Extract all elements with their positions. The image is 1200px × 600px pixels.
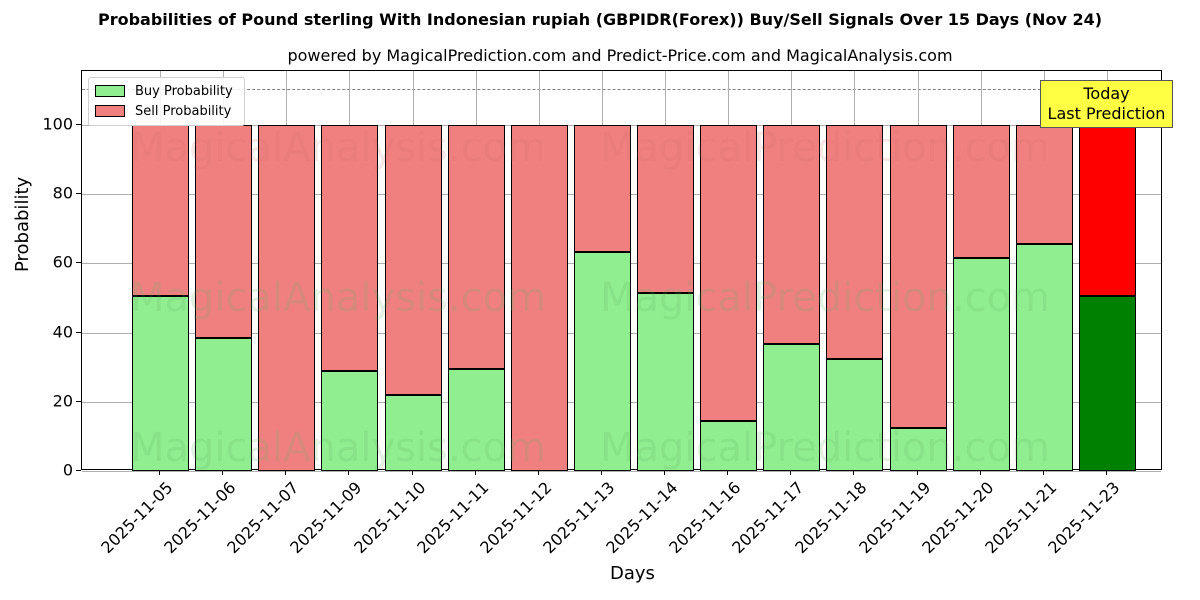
buy-segment [762,343,820,471]
buy-segment [825,359,883,471]
x-tick-mark [601,470,602,475]
sell-segment [1078,125,1136,297]
sell-segment [131,125,189,296]
legend-item-sell: Sell Probability [95,103,231,119]
buy-segment [1015,244,1073,471]
annotation-line-1: Today [1083,84,1130,103]
y-tick-label: 60 [52,252,73,272]
x-axis-label: Days [610,563,655,584]
reference-line [82,89,1161,90]
sell-segment [320,125,378,371]
y-tick-mark [76,193,81,195]
buy-segment [1078,296,1136,471]
buy-segment [194,338,252,471]
legend-item-buy: Buy Probability [95,83,233,99]
bar-2025-11-18 [825,71,883,471]
bar-2025-11-07 [257,71,315,471]
bar-2025-11-21 [1015,71,1073,471]
sell-segment [699,125,757,422]
buy-segment [889,428,947,471]
sell-segment [573,125,631,252]
sell-segment [825,125,883,360]
buy-segment [320,371,378,471]
y-tick-label: 40 [52,322,73,342]
x-tick-mark [159,470,160,475]
annotation-line-2: Last Prediction [1047,104,1166,123]
y-tick-mark [76,470,81,471]
bar-2025-11-17 [762,71,820,471]
buy-segment [952,257,1010,471]
x-tick-mark [727,470,728,475]
plot-area [81,70,1162,472]
y-tick-label: 80 [52,183,73,203]
x-tick-mark [538,470,539,475]
x-tick-mark [917,470,918,475]
x-tick-mark [853,470,854,475]
x-tick-mark [1106,470,1107,475]
bar-2025-11-10 [384,71,442,471]
legend: Buy Probability Sell Probability [88,77,245,126]
y-tick-label: 0 [62,460,73,480]
y-tick-mark [76,331,81,333]
buy-segment [636,293,694,471]
sell-segment [510,125,568,471]
sell-segment [1015,125,1073,245]
x-tick-mark [664,470,665,475]
y-tick-label: 100 [42,114,73,134]
bar-2025-11-13 [573,71,631,471]
y-tick-mark [76,124,81,125]
x-tick-mark [475,470,476,475]
y-tick-label: 20 [52,391,73,411]
buy-swatch-icon [95,85,125,97]
x-tick-mark [1043,470,1044,475]
x-tick-mark [980,470,981,475]
y-tick-mark [76,262,81,264]
bar-2025-11-14 [636,71,694,471]
bar-2025-11-11 [447,71,505,471]
legend-label-buy: Buy Probability [135,83,233,99]
sell-segment [194,125,252,339]
sell-segment [952,125,1010,258]
bar-2025-11-06 [194,71,252,471]
bar-2025-11-16 [699,71,757,471]
sell-segment [384,125,442,396]
sell-segment [636,125,694,294]
bar-2025-11-23 [1078,71,1136,471]
bar-2025-11-20 [952,71,1010,471]
today-annotation: Today Last Prediction [1040,80,1173,128]
sell-segment [447,125,505,370]
sell-swatch-icon [95,105,125,117]
chart-subtitle: powered by MagicalPrediction.com and Pre… [287,46,953,65]
gridline-h [82,471,1161,472]
bar-2025-11-09 [320,71,378,471]
chart-title: Probabilities of Pound sterling With Ind… [97,10,1103,29]
bar-2025-11-19 [889,71,947,471]
sell-segment [762,125,820,344]
sell-segment [257,125,315,471]
legend-label-sell: Sell Probability [135,103,232,119]
bar-2025-11-12 [510,71,568,471]
sell-segment [889,125,947,429]
buy-segment [699,421,757,471]
x-tick-mark [285,470,286,475]
x-tick-mark [790,470,791,475]
x-tick-mark [412,470,413,475]
y-tick-mark [76,400,81,402]
buy-segment [384,395,442,471]
bar-2025-11-05 [131,71,189,471]
x-tick-mark [222,470,223,475]
x-tick-mark [348,470,349,475]
buy-segment [573,251,631,471]
buy-segment [447,369,505,471]
buy-segment [131,295,189,471]
y-axis-label: Probability [12,176,33,272]
